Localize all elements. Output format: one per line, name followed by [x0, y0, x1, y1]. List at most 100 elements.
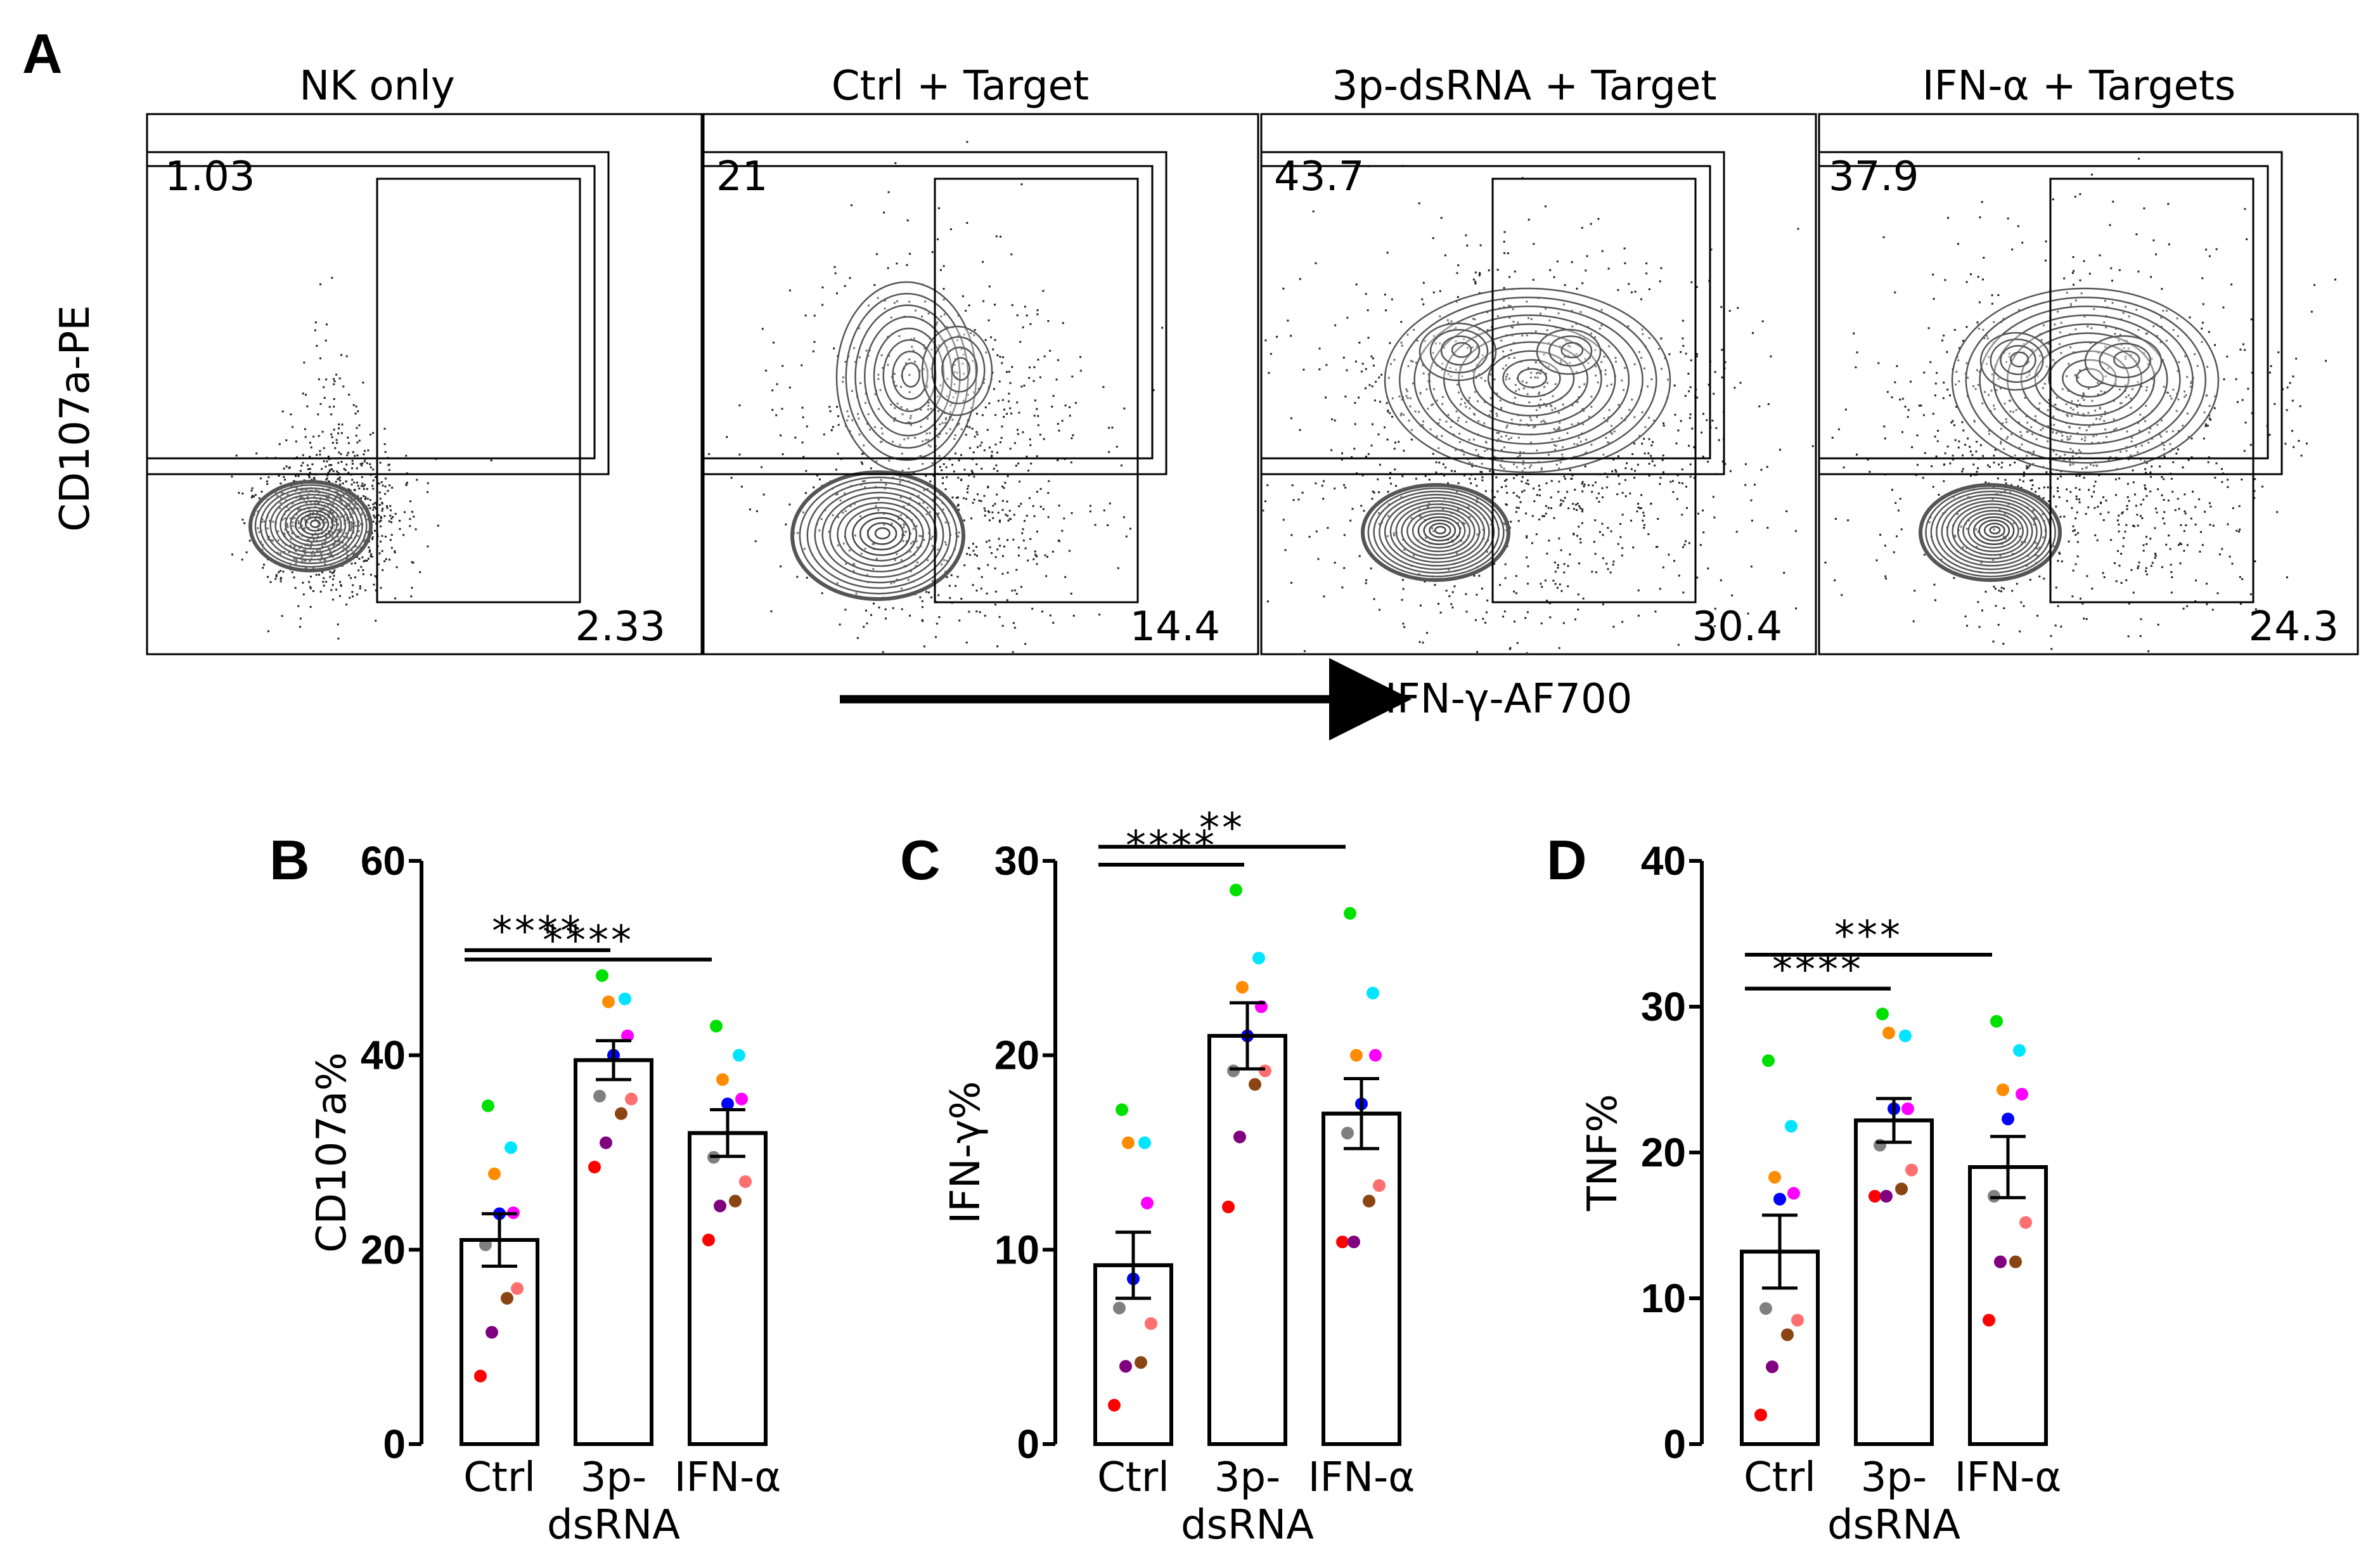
data-point — [1249, 1078, 1261, 1091]
data-point — [1138, 1136, 1151, 1149]
data-point — [621, 1030, 634, 1042]
flow-contour-line — [1417, 516, 1461, 545]
data-point — [593, 1090, 606, 1103]
data-point — [710, 1019, 723, 1033]
flow-contour-line — [2099, 342, 2151, 378]
flow-contour-line — [1936, 493, 2047, 571]
flow-contour-line — [1548, 335, 1593, 367]
flow-contour-line — [1983, 522, 2005, 538]
data-point — [1227, 1064, 1240, 1078]
data-point — [619, 992, 631, 1005]
data-point — [488, 1167, 501, 1180]
data-point — [501, 1292, 513, 1305]
data-point — [1341, 1126, 1354, 1140]
data-point — [588, 1161, 601, 1173]
flow-contour-line — [264, 490, 359, 561]
flow-gate-ifng — [934, 178, 1139, 604]
data-point — [625, 1092, 638, 1106]
data-point — [1336, 1236, 1349, 1249]
data-point — [1141, 1196, 1154, 1210]
flow-plot-ctrl-target: Ctrl + Target 21 14.4 — [702, 63, 1259, 655]
data-point — [1367, 986, 1379, 1000]
data-point — [716, 1073, 729, 1086]
data-point — [1762, 1054, 1775, 1068]
bar-1 — [1207, 1034, 1287, 1446]
bar-0 — [460, 1238, 539, 1446]
panel-d-letter: D — [1547, 829, 1587, 891]
data-point — [2009, 1255, 2022, 1268]
flow-contour-line — [1434, 526, 1446, 534]
data-point — [1369, 1049, 1382, 1062]
data-point — [1344, 907, 1356, 920]
flow-contour-line — [1451, 342, 1472, 358]
data-point — [739, 1175, 752, 1188]
data-point — [600, 1136, 612, 1149]
flow-gate-ifng — [376, 178, 581, 604]
flow-contour-line — [1429, 522, 1451, 538]
flow-lower-right-value: 30.4 — [1692, 604, 1783, 650]
data-point — [1781, 1328, 1794, 1341]
panel-c-letter: C — [900, 829, 941, 891]
data-point — [702, 1234, 715, 1246]
flow-gate-cd107a-inner — [147, 165, 596, 460]
flow-plot-title: Ctrl + Target — [832, 63, 1089, 110]
flow-contour-line — [2020, 332, 2156, 426]
flow-contour-line — [1412, 513, 1466, 549]
data-point — [1997, 1083, 2009, 1097]
x-category-label: IFN-α — [674, 1454, 782, 1501]
data-point — [1773, 1192, 1786, 1206]
flow-contour-line — [254, 484, 368, 568]
significance-label: *** — [1834, 913, 1903, 960]
data-point — [1759, 1302, 1772, 1315]
flow-contour-line — [941, 346, 978, 393]
flow-contour-line — [2034, 341, 2143, 416]
y-tick-label: 20 — [994, 1033, 1039, 1078]
flow-upper-left-value: 21 — [716, 153, 768, 200]
flow-contour-line — [269, 494, 355, 557]
y-tick-label: 60 — [361, 838, 406, 884]
flow-lower-right-value: 14.4 — [1130, 604, 1221, 650]
flow-contour-line — [1399, 296, 1657, 464]
flow-contour-line — [837, 501, 924, 567]
data-point — [1116, 1103, 1128, 1116]
flow-contour-area — [231, 276, 492, 640]
flow-contour-line — [1978, 519, 2010, 542]
y-tick-label: 0 — [383, 1421, 406, 1467]
flow-contour-line — [1962, 510, 2024, 553]
data-point — [602, 995, 615, 1009]
flow-plot-3p-dsrna-target: 3p-dsRNA + Target 43.7 30.4 — [1260, 63, 1817, 655]
flow-contour-line — [290, 507, 338, 543]
flow-contour-line — [931, 336, 986, 404]
data-point — [729, 1194, 742, 1208]
flow-contour-line — [274, 497, 351, 553]
data-point — [1252, 952, 1265, 965]
flow-lower-right-value: 24.3 — [2249, 604, 2339, 650]
x-category-label: 3p- — [1861, 1454, 1927, 1501]
flow-contour-line — [799, 476, 958, 595]
data-point — [486, 1326, 498, 1339]
flow-contour-area — [1263, 165, 1814, 653]
flow-contour-line — [299, 513, 330, 536]
data-point — [1145, 1317, 1157, 1330]
flow-contour-line — [1395, 503, 1481, 560]
flow-contour-line — [2113, 350, 2140, 369]
flow-contour-line — [1990, 339, 2044, 383]
flow-contour-line — [2000, 345, 2036, 375]
data-point — [1348, 1236, 1360, 1249]
bar-2 — [1322, 1111, 1401, 1446]
x-category-label: dsRNA — [547, 1502, 680, 1549]
data-point — [733, 1049, 745, 1062]
flow-contour-line — [1406, 510, 1471, 553]
flow-contour-line — [1429, 329, 1489, 373]
flow-contour-line — [2062, 359, 2117, 398]
flow-plot-title: NK only — [299, 63, 455, 110]
y-tick-label: 10 — [1641, 1275, 1686, 1321]
x-category-label: Ctrl — [1097, 1454, 1169, 1501]
data-point — [1901, 1102, 1914, 1115]
y-tick-label: 30 — [1641, 984, 1686, 1030]
flow-contour-line — [1423, 519, 1457, 542]
flow-contour-line — [806, 481, 951, 589]
flow-contour-line — [1957, 507, 2029, 556]
flow-contour-line — [295, 510, 334, 539]
